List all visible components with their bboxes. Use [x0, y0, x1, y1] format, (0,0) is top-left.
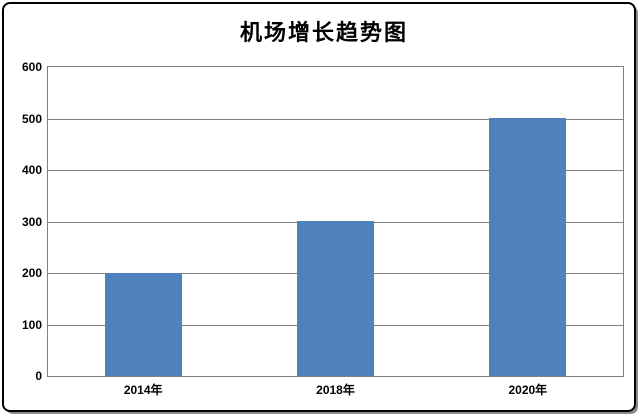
y-tick-label: 200	[21, 266, 42, 280]
y-tick-label: 300	[21, 215, 42, 229]
bar-2018年	[297, 221, 374, 376]
chart-title: 机场增长趋势图	[239, 20, 408, 45]
y-tick-label: 600	[21, 60, 42, 74]
gridline	[48, 170, 623, 171]
x-tick-label: 2020年	[508, 383, 548, 397]
x-tick-label: 2014年	[123, 383, 163, 397]
x-tick-label: 2018年	[316, 383, 355, 397]
y-tick-label: 500	[21, 112, 42, 126]
y-tick-label: 100	[21, 318, 42, 332]
x-axis-labels: 2014年 2018年 2020年	[47, 381, 624, 398]
bar-2014年	[105, 273, 182, 376]
bar-2020年	[489, 118, 566, 376]
y-tick-label: 400	[21, 163, 42, 177]
gridline	[48, 119, 623, 120]
y-tick-label: 0	[35, 369, 42, 383]
plot-area	[47, 66, 624, 377]
